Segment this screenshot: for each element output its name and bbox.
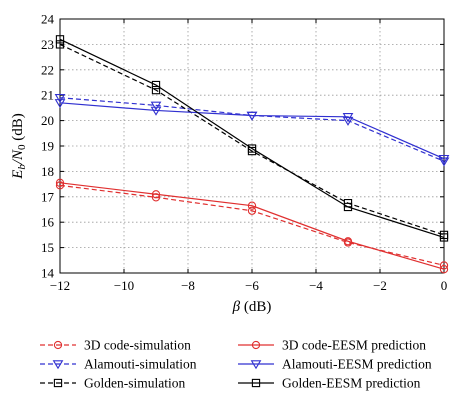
x-tick-label: −12 <box>50 278 70 293</box>
legend-item: Alamouti-EESM prediction <box>238 357 432 372</box>
legend-label: Alamouti-EESM prediction <box>282 357 432 372</box>
data-point <box>54 99 66 109</box>
y-tick-label: 19 <box>41 139 54 154</box>
data-point <box>247 144 257 153</box>
data-point <box>439 265 449 274</box>
data-point <box>54 93 66 104</box>
series-0 <box>55 181 449 270</box>
data-point <box>247 206 257 215</box>
legend-marker <box>251 340 261 350</box>
y-tick-label: 24 <box>41 12 55 27</box>
series-layer <box>54 35 450 274</box>
grid <box>60 19 444 273</box>
series-4 <box>54 99 450 164</box>
data-point <box>55 181 65 190</box>
data-point <box>55 40 65 49</box>
y-tick-label: 23 <box>41 37 54 52</box>
data-point <box>151 190 161 199</box>
legend-label: Alamouti-simulation <box>84 357 197 372</box>
y-tick-label: 22 <box>41 62 54 77</box>
series-line <box>59 43 445 236</box>
legend-item: 3D code-simulation <box>40 338 191 353</box>
legend-item: Golden-EESM prediction <box>238 376 421 391</box>
legend-marker <box>52 360 64 370</box>
series-line <box>59 38 445 239</box>
series-line <box>59 102 445 160</box>
series-3 <box>55 178 449 274</box>
data-point <box>150 101 162 111</box>
legend-label: 3D code-EESM prediction <box>282 338 426 353</box>
legend: 3D code-simulation Alamouti-simulation Gol… <box>40 338 432 391</box>
y-tick-label: 20 <box>41 113 54 128</box>
x-tick-label: −8 <box>181 278 195 293</box>
x-tick-label: −4 <box>309 278 323 293</box>
legend-marker <box>251 378 261 388</box>
data-point <box>342 113 354 123</box>
x-axis-label: β (dB) <box>232 299 272 315</box>
data-point <box>151 80 161 90</box>
series-line <box>59 184 445 266</box>
data-point <box>343 202 353 212</box>
series-line <box>59 182 445 270</box>
legend-label: Golden-EESM prediction <box>282 376 421 391</box>
y-axis-label: Eb/N0 (dB) <box>10 113 28 180</box>
data-point <box>151 85 161 95</box>
y-tick-label: 15 <box>41 240 54 255</box>
legend-marker <box>53 340 63 350</box>
data-point <box>150 106 162 116</box>
x-axis-label-unit: (dB) <box>240 299 271 315</box>
y-tick-label: 18 <box>41 164 54 179</box>
data-point <box>343 237 353 246</box>
legend-label: 3D code-simulation <box>84 338 191 353</box>
data-point <box>55 178 65 187</box>
data-point <box>55 35 65 44</box>
legend-item: Golden-simulation <box>40 376 185 391</box>
axis-ticks: −12 −10 −8 −6 −4 −2 0 14 15 16 17 18 19 20 21 22 23 24 <box>41 12 447 294</box>
data-point <box>247 201 257 210</box>
x-tick-label: 0 <box>441 278 448 293</box>
legend-label: Golden-simulation <box>84 376 185 391</box>
y-tick-label: 21 <box>41 88 54 103</box>
series-5 <box>55 35 449 242</box>
data-point <box>439 233 449 242</box>
y-tick-label: 17 <box>41 189 55 204</box>
x-tick-label: −6 <box>245 278 259 293</box>
data-point <box>438 154 450 164</box>
x-tick-label: −2 <box>373 278 387 293</box>
y-tick-label: 16 <box>41 215 55 230</box>
legend-marker <box>53 378 63 388</box>
y-tick-label: 14 <box>41 266 55 281</box>
data-point <box>438 157 450 167</box>
legend-marker <box>250 360 262 370</box>
legend-item: 3D code-EESM prediction <box>238 338 426 353</box>
data-point <box>246 111 258 121</box>
x-axis-label-symbol: β <box>232 299 241 315</box>
x-tick-label: −10 <box>114 278 134 293</box>
legend-item: Alamouti-simulation <box>40 357 197 372</box>
